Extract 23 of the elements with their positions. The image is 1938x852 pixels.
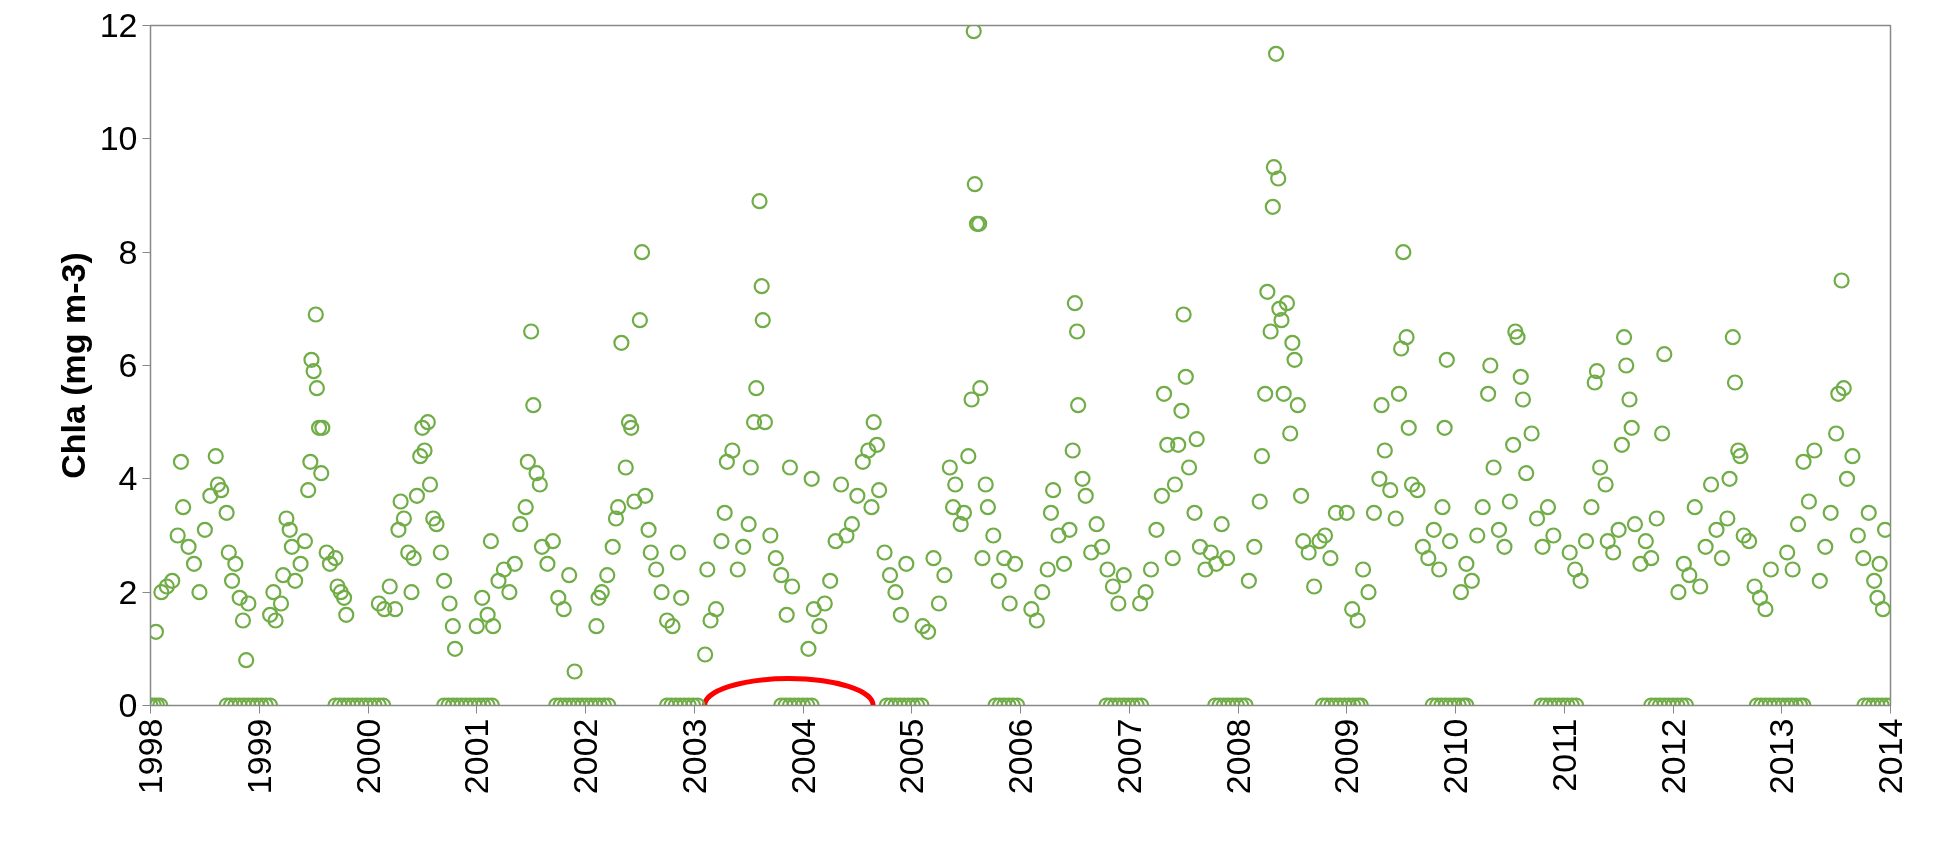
x-tick-label: 2004 — [783, 718, 822, 795]
x-tick-label: 2006 — [1001, 718, 1039, 795]
y-tick-label: 12 — [99, 6, 138, 44]
x-tick-label: 2003 — [674, 718, 713, 795]
x-tick-label: 2014 — [1871, 718, 1909, 795]
x-tick-label: 2005 — [892, 718, 931, 795]
y-tick-label: 8 — [118, 232, 138, 271]
x-tick-label: 2007 — [1109, 718, 1148, 795]
x-tick-label: 2000 — [348, 718, 387, 795]
x-tick-label: 2011 — [1544, 718, 1583, 792]
y-tick-label: 6 — [118, 346, 138, 384]
x-tick-label: 1999 — [239, 718, 278, 795]
x-tick-label: 2013 — [1762, 718, 1801, 795]
y-tick-label: 10 — [99, 119, 138, 158]
x-tick-label: 2001 — [457, 718, 496, 795]
y-tick-label: 4 — [118, 459, 138, 498]
x-tick-label: 2002 — [566, 718, 604, 795]
x-tick-label: 2010 — [1436, 718, 1474, 795]
x-tick-label: 2012 — [1653, 718, 1692, 795]
x-tick-label: 2009 — [1327, 718, 1366, 795]
x-tick-label: 2008 — [1218, 718, 1257, 795]
y-axis-title: Chla (mg m-3) — [53, 252, 92, 479]
y-tick-label: 2 — [118, 572, 138, 611]
